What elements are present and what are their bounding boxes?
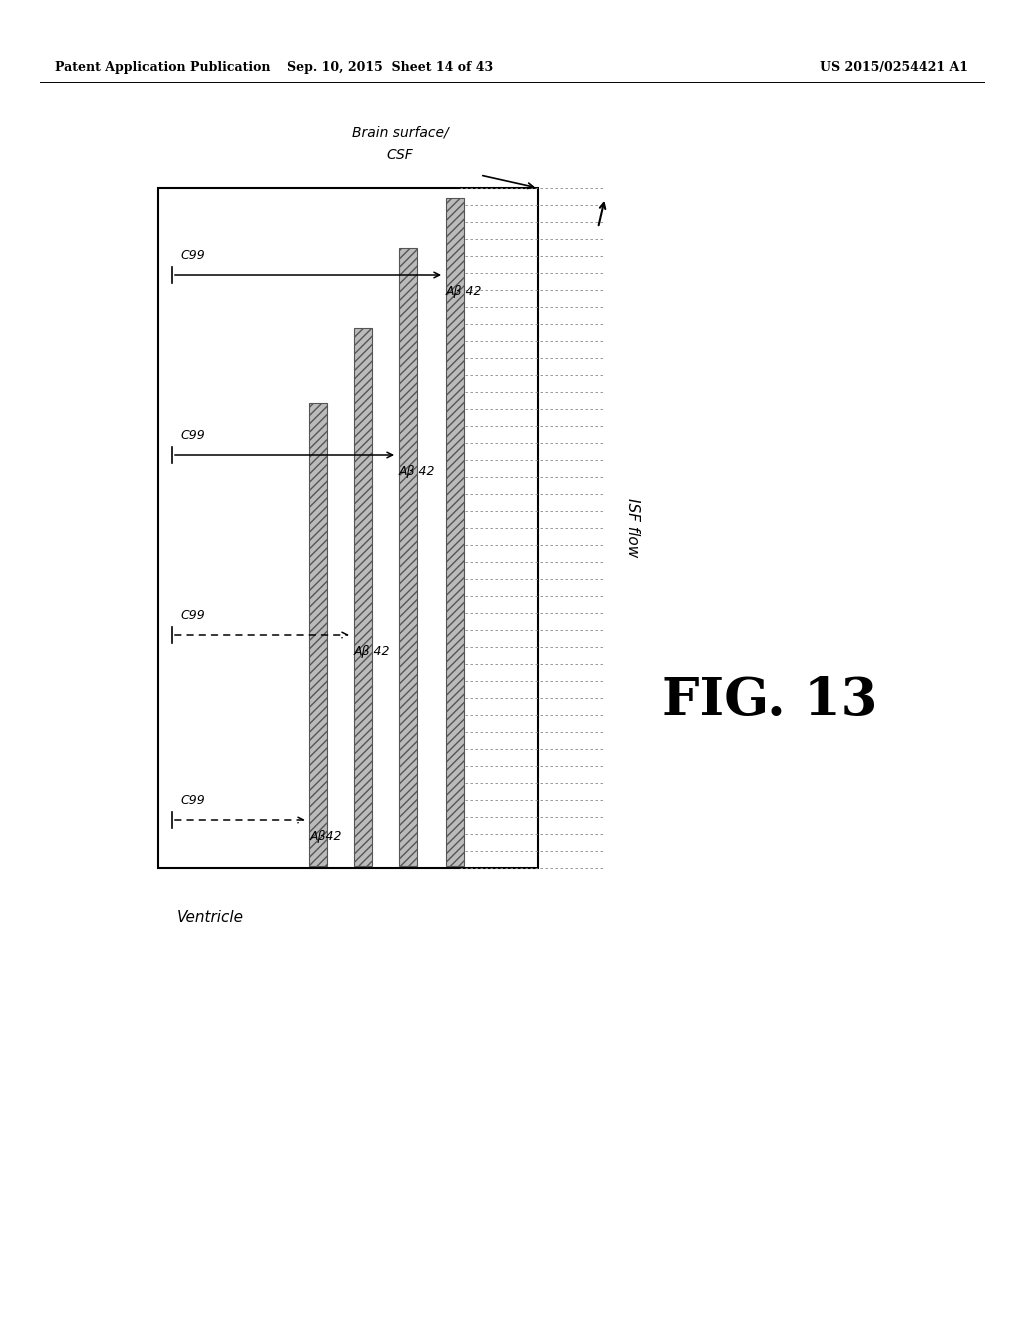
Text: C99: C99	[180, 609, 205, 622]
Bar	[399, 248, 417, 866]
Text: Ventricle: Ventricle	[176, 909, 244, 925]
Text: US 2015/0254421 A1: US 2015/0254421 A1	[820, 62, 968, 74]
Bar	[446, 198, 464, 866]
Bar	[354, 327, 372, 866]
Text: Aβ 42: Aβ 42	[399, 465, 435, 478]
Text: CSF: CSF	[387, 148, 414, 162]
Bar	[309, 403, 327, 866]
Bar	[158, 187, 538, 869]
Text: FIG. 13: FIG. 13	[663, 675, 878, 726]
Text: Patent Application Publication: Patent Application Publication	[55, 62, 270, 74]
Text: C99: C99	[180, 795, 205, 807]
Text: C99: C99	[180, 429, 205, 442]
Text: C99: C99	[180, 249, 205, 261]
Text: Aβ42: Aβ42	[310, 830, 342, 843]
Text: ISF flow: ISF flow	[626, 499, 640, 557]
Text: Aβ 42: Aβ 42	[354, 645, 390, 657]
Text: Sep. 10, 2015  Sheet 14 of 43: Sep. 10, 2015 Sheet 14 of 43	[287, 62, 494, 74]
Text: Brain surface/: Brain surface/	[351, 125, 449, 140]
Text: Aβ 42: Aβ 42	[446, 285, 482, 298]
